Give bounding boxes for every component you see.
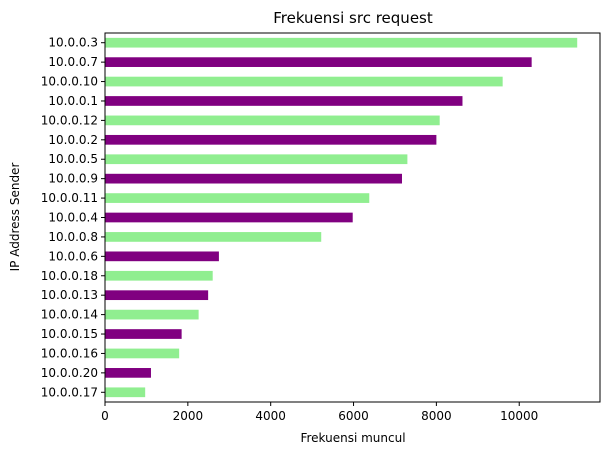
bar bbox=[105, 96, 463, 106]
tick-layer: 10.0.0.3 10.0.0.7 10.0.0.10 10.0.0.1 10.0.0.… bbox=[41, 36, 539, 423]
plot-frame bbox=[104, 32, 601, 403]
y-tick-label: 10.0.0.12 bbox=[41, 113, 98, 127]
bar bbox=[105, 251, 219, 262]
y-tick-label: 10.0.0.20 bbox=[41, 366, 98, 380]
bar bbox=[105, 193, 370, 203]
bar bbox=[105, 154, 408, 165]
y-tick-label: 10.0.0.15 bbox=[41, 327, 98, 341]
bar bbox=[105, 57, 532, 67]
x-tick-label: 2000 bbox=[173, 409, 204, 423]
bar bbox=[105, 309, 199, 320]
y-tick-label: 10.0.0.13 bbox=[41, 288, 98, 302]
y-tick-label: 10.0.0.3 bbox=[48, 36, 98, 50]
x-tick-label: 0 bbox=[101, 409, 109, 423]
y-tick-label: 10.0.0.18 bbox=[41, 269, 98, 283]
x-tick-label: 10000 bbox=[500, 409, 538, 423]
y-tick-label: 10.0.0.6 bbox=[48, 249, 98, 263]
bar bbox=[105, 134, 437, 145]
y-tick-label: 10.0.0.16 bbox=[41, 346, 98, 360]
x-tick-label: 4000 bbox=[255, 409, 286, 423]
bar bbox=[105, 329, 182, 339]
bar-layer bbox=[105, 37, 578, 398]
y-tick-label: 10.0.0.7 bbox=[48, 55, 98, 69]
bar bbox=[105, 270, 213, 281]
x-axis-label: Frekuensi muncul bbox=[300, 431, 405, 445]
y-tick-label: 10.0.0.17 bbox=[41, 385, 98, 399]
bar bbox=[105, 115, 440, 126]
bar bbox=[105, 290, 209, 301]
y-tick-label: 10.0.0.1 bbox=[48, 94, 98, 108]
bar bbox=[105, 212, 353, 223]
bar bbox=[105, 173, 402, 184]
y-tick-label: 10.0.0.2 bbox=[48, 133, 98, 147]
bar bbox=[105, 76, 503, 87]
bar bbox=[105, 232, 322, 242]
bar bbox=[105, 368, 151, 378]
x-tick-label: 8000 bbox=[421, 409, 452, 423]
x-tick-label: 6000 bbox=[338, 409, 369, 423]
y-tick-label: 10.0.0.10 bbox=[41, 75, 98, 89]
y-tick-label: 10.0.0.11 bbox=[41, 191, 98, 205]
bar bbox=[105, 387, 146, 398]
y-axis-label: IP Address Sender bbox=[8, 163, 22, 272]
y-tick-label: 10.0.0.8 bbox=[48, 230, 98, 244]
y-tick-label: 10.0.0.5 bbox=[48, 152, 98, 166]
chart-title: Frekuensi src request bbox=[273, 9, 433, 27]
bar bbox=[105, 348, 180, 359]
bar bbox=[105, 37, 578, 48]
y-tick-label: 10.0.0.14 bbox=[41, 308, 98, 322]
y-tick-label: 10.0.0.9 bbox=[48, 172, 98, 186]
y-tick-label: 10.0.0.4 bbox=[48, 211, 98, 225]
